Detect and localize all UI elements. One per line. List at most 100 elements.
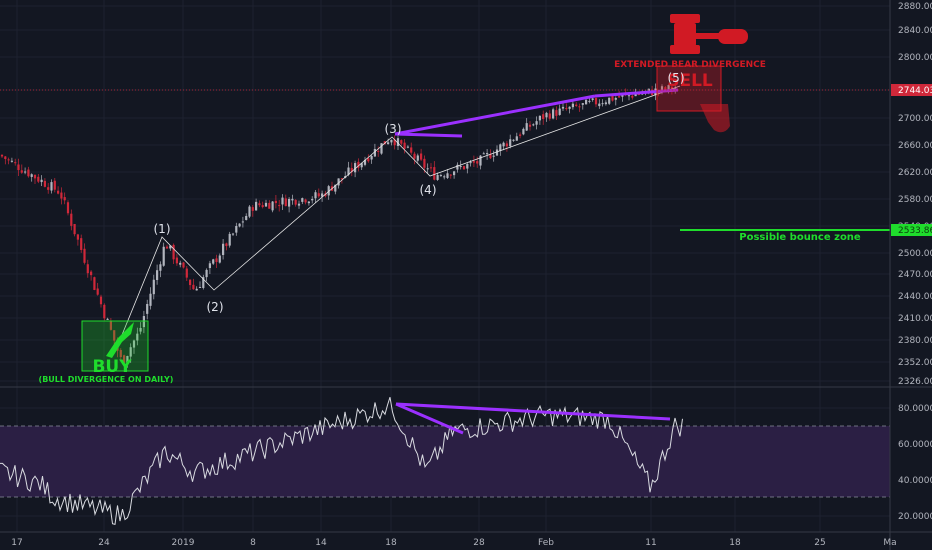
candle-body (591, 98, 594, 100)
candle-body (123, 355, 126, 363)
candle-body (548, 113, 551, 119)
candle-body (555, 110, 558, 116)
candle-body (350, 167, 353, 172)
candle-body (70, 213, 73, 226)
price-tick-label: 2840.00 (898, 26, 932, 36)
candle-body (354, 163, 357, 173)
candle-body (142, 316, 145, 328)
candle-body (258, 203, 261, 206)
candle-body (57, 190, 60, 194)
candle-body (367, 158, 370, 162)
candle-body (73, 223, 76, 235)
candle-body (109, 320, 112, 330)
candle-body (674, 87, 677, 89)
candle-body (512, 139, 515, 141)
bull-divergence-label: (BULL DIVERGENCE ON DAILY) (39, 375, 174, 384)
candle-body (528, 124, 532, 127)
price-tick-label: 2440.00 (898, 292, 932, 302)
candle-body (179, 262, 182, 265)
candle-body (499, 144, 502, 151)
candle-body (466, 163, 469, 169)
candle-body (439, 175, 442, 177)
candle-body (334, 184, 337, 192)
wave-label-3: (3) (385, 122, 402, 136)
candle-body (301, 198, 304, 202)
candle-body (37, 176, 40, 182)
candle-body (278, 205, 281, 207)
price-tick-label: 2700.00 (898, 114, 932, 124)
candle-body (495, 149, 499, 156)
price-marker: 2744.03 (891, 84, 932, 96)
candle-body (255, 201, 258, 211)
rsi-tick-label: 20.0000 (898, 512, 932, 522)
candle-body (66, 202, 70, 214)
candle-body (215, 258, 218, 262)
time-tick-label: 18 (729, 538, 741, 548)
candle-body (86, 264, 89, 274)
candle-body (565, 108, 568, 110)
candle-body (311, 198, 314, 201)
time-axis: 17 24 2019 8 14 18 28 Feb 11 18 25 Ma (11, 538, 896, 548)
candle-body (294, 199, 297, 205)
bounce-marker: 2533.86 (891, 224, 932, 236)
candle-body (631, 95, 634, 98)
rsi-tick-label: 40.0000 (898, 476, 932, 486)
candle-body (129, 347, 132, 357)
sell-marker: SELL (656, 65, 730, 133)
candle-body (10, 160, 13, 162)
candle-body (156, 270, 159, 280)
candle-body (519, 134, 522, 136)
time-tick-label: 2019 (172, 538, 195, 548)
time-tick-label: 24 (98, 538, 110, 548)
candle-body (231, 233, 235, 235)
candle-body (317, 193, 320, 197)
price-marker-label: 2744.03 (898, 86, 932, 96)
elliott-wave-lines (114, 85, 681, 353)
candle-body (588, 100, 591, 102)
time-tick-label: 25 (814, 538, 825, 548)
candle-body (40, 179, 43, 183)
candle-body (393, 139, 396, 146)
candle-body (340, 178, 343, 180)
candle-body (189, 279, 192, 286)
candle-body (169, 245, 172, 249)
candle-body (413, 153, 416, 159)
price-divergence-line-short (394, 132, 463, 138)
candle-body (202, 277, 205, 288)
time-tick-label: 14 (315, 538, 327, 548)
candle-body (433, 167, 436, 180)
candle-body (175, 257, 178, 264)
price-tick-label: 2580.00 (898, 195, 932, 205)
candle-body (337, 178, 340, 186)
candle-body (387, 142, 390, 145)
candle-body (542, 114, 545, 120)
price-divergence-line-upper (594, 88, 679, 98)
candle-body (182, 262, 185, 268)
candle-body (195, 288, 198, 291)
candle-body (627, 95, 631, 97)
bounce-marker-label: 2533.86 (898, 226, 932, 236)
price-divergence-line (394, 94, 596, 136)
candle-body (251, 207, 254, 211)
time-tick-label: 8 (250, 538, 256, 548)
candle-body (575, 104, 578, 106)
candle-body (212, 259, 215, 264)
candle-body (284, 198, 287, 207)
candle-body (453, 171, 456, 176)
candle-body (274, 200, 277, 204)
time-tick-label: 28 (473, 538, 485, 548)
candle-body (621, 94, 624, 97)
candle-body (456, 164, 459, 170)
candle-body (0, 154, 4, 157)
candle-body (561, 106, 565, 109)
candle-body (660, 86, 664, 90)
candle-body (327, 186, 330, 196)
wave-label-1: (1) (154, 222, 171, 236)
candle-body (113, 330, 116, 341)
candlestick-series (0, 83, 677, 368)
price-tick-label: 2352.00 (898, 358, 932, 368)
candle-body (420, 153, 423, 160)
rsi-divergence-line-short (395, 402, 464, 435)
candle-body (578, 106, 581, 108)
candle-body (235, 225, 238, 233)
